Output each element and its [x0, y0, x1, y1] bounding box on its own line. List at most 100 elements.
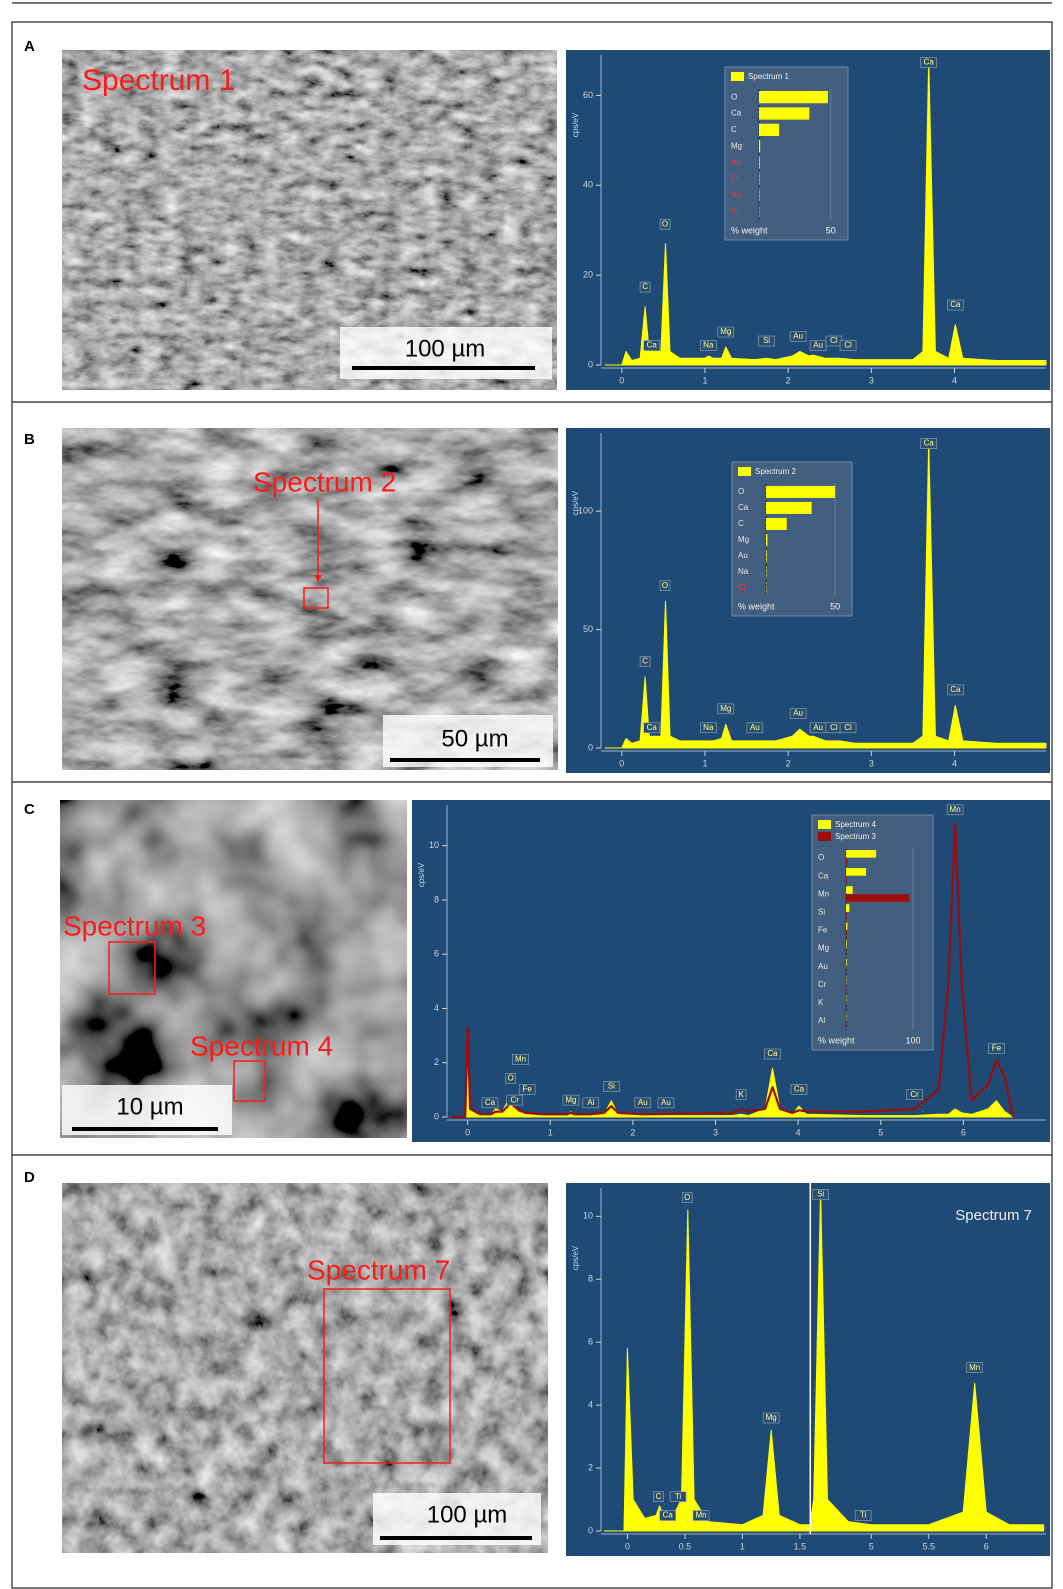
spectrum-annotation: Spectrum 4: [190, 1030, 333, 1061]
peak-label: Fe: [992, 1044, 1002, 1053]
peak-label: O: [684, 1193, 690, 1202]
peak-label: Al: [587, 1098, 594, 1107]
peak-label: Au: [793, 709, 803, 718]
inset-background: [732, 462, 852, 616]
y-tick-label: 8: [588, 1274, 593, 1284]
inset-category: Na: [731, 191, 742, 200]
y-axis-label: cps/eV: [571, 1245, 580, 1270]
inset-bar: [846, 858, 847, 866]
peak-label: Au: [661, 1098, 671, 1107]
x-tick-label: 5.5: [922, 1541, 935, 1551]
x-tick-label: 6: [961, 1127, 966, 1137]
peak-label: Ca: [647, 723, 658, 732]
y-axis-label: cps/eV: [417, 862, 426, 887]
y-tick-label: 0: [588, 742, 593, 752]
inset-category: Cr: [818, 980, 827, 989]
peak-label: Ca: [663, 1511, 674, 1520]
inset-bar: [846, 876, 847, 884]
y-tick-label: 6: [588, 1337, 593, 1347]
inset-bar: [846, 894, 910, 902]
x-tick-label: 4: [796, 1127, 801, 1137]
x-tick-label: 3: [869, 758, 874, 768]
peak-label: O: [662, 581, 668, 590]
peak-label: Ca: [950, 300, 961, 309]
y-tick-label: 6: [434, 949, 439, 959]
inset-category: Au: [818, 962, 828, 971]
y-tick-label: 4: [588, 1400, 593, 1410]
inset-bar: [846, 904, 849, 912]
peak-label: Si: [817, 1190, 824, 1199]
inset-category: Al: [818, 1016, 825, 1025]
y-tick-label: 40: [583, 180, 593, 190]
x-tick-label: 1: [702, 758, 707, 768]
y-tick-label: 2: [588, 1462, 593, 1472]
x-tick-label: 3: [869, 375, 874, 385]
panel-label: C: [24, 801, 35, 818]
inset-axis-label: % weight: [818, 1035, 855, 1045]
inset-category: K: [818, 998, 824, 1007]
x-tick-label: 2: [630, 1127, 635, 1137]
peak-label: Au: [793, 332, 803, 341]
y-tick-label: 20: [583, 270, 593, 280]
inset-bar: [759, 91, 828, 103]
peak-label: O: [508, 1074, 514, 1083]
inset-bar: [846, 922, 847, 930]
inset-bar: [766, 486, 835, 498]
inset-bar: [766, 534, 767, 546]
spectrum-annotation: Spectrum 7: [307, 1254, 450, 1285]
x-tick-label: 0: [619, 758, 624, 768]
inset-category: Mg: [731, 141, 742, 150]
peak-label: Si: [763, 336, 770, 345]
x-tick-label: 0: [619, 375, 624, 385]
legend-label: Spectrum 4: [835, 820, 876, 829]
x-tick-label: 1.5: [794, 1541, 807, 1551]
inset-category: Si: [818, 907, 825, 916]
inset-bar: [759, 124, 779, 136]
spectrum-annotation: Spectrum 1: [82, 64, 235, 97]
inset-category: C: [731, 125, 737, 134]
peak-label: Mg: [720, 327, 731, 336]
figure: ASpectrum 1100 µm020406001234cps/eVCCaON…: [0, 0, 1063, 1589]
x-tick-label: 0: [465, 1127, 470, 1137]
y-tick-label: 60: [583, 90, 593, 100]
legend-swatch: [818, 820, 831, 829]
inset-bar: [766, 518, 787, 530]
y-tick-label: 2: [434, 1057, 439, 1067]
inset-category: Au: [738, 551, 748, 560]
panel-label: A: [24, 38, 35, 55]
inset-category: Mg: [738, 535, 749, 544]
peak-label: Mg: [565, 1095, 576, 1104]
peak-label: O: [662, 219, 668, 228]
y-tick-label: 4: [434, 1003, 439, 1013]
inset-category: Cl: [738, 583, 746, 592]
scale-bar-label: 50 µm: [441, 725, 508, 752]
chart-annotation: Spectrum 7: [955, 1207, 1032, 1224]
peak-label: Au: [813, 723, 823, 732]
inset-bar: [846, 868, 866, 876]
peak-label: Ca: [767, 1049, 778, 1058]
y-tick-label: 100: [578, 506, 593, 516]
x-tick-label: 2: [786, 375, 791, 385]
page: ASpectrum 1100 µm020406001234cps/eVCCaON…: [0, 0, 1063, 1589]
peak-label: Mg: [720, 704, 731, 713]
legend-label: Spectrum 2: [755, 467, 796, 476]
scale-bar-label: 100 µm: [427, 1501, 508, 1528]
inset-axis-label: % weight: [738, 601, 775, 611]
inset-category: Ca: [818, 871, 829, 880]
x-tick-label: 5: [869, 1541, 874, 1551]
legend-swatch: [731, 72, 744, 81]
peak-label: Ti: [860, 1511, 867, 1520]
inset-category: O: [738, 487, 744, 496]
y-axis-label: cps/eV: [571, 112, 580, 137]
y-tick-label: 10: [429, 840, 439, 850]
peak-label: Ca: [924, 58, 935, 67]
peak-label: C: [642, 282, 648, 291]
peak-label: Mn: [695, 1511, 706, 1520]
inset-bar: [846, 959, 847, 967]
x-tick-label: 0.5: [679, 1541, 692, 1551]
peak-label: Ca: [794, 1084, 805, 1093]
inset-tick-label: 50: [826, 225, 836, 235]
y-tick-label: 0: [588, 1525, 593, 1535]
inset-category: Mn: [818, 889, 829, 898]
x-tick-label: 6: [984, 1541, 989, 1551]
